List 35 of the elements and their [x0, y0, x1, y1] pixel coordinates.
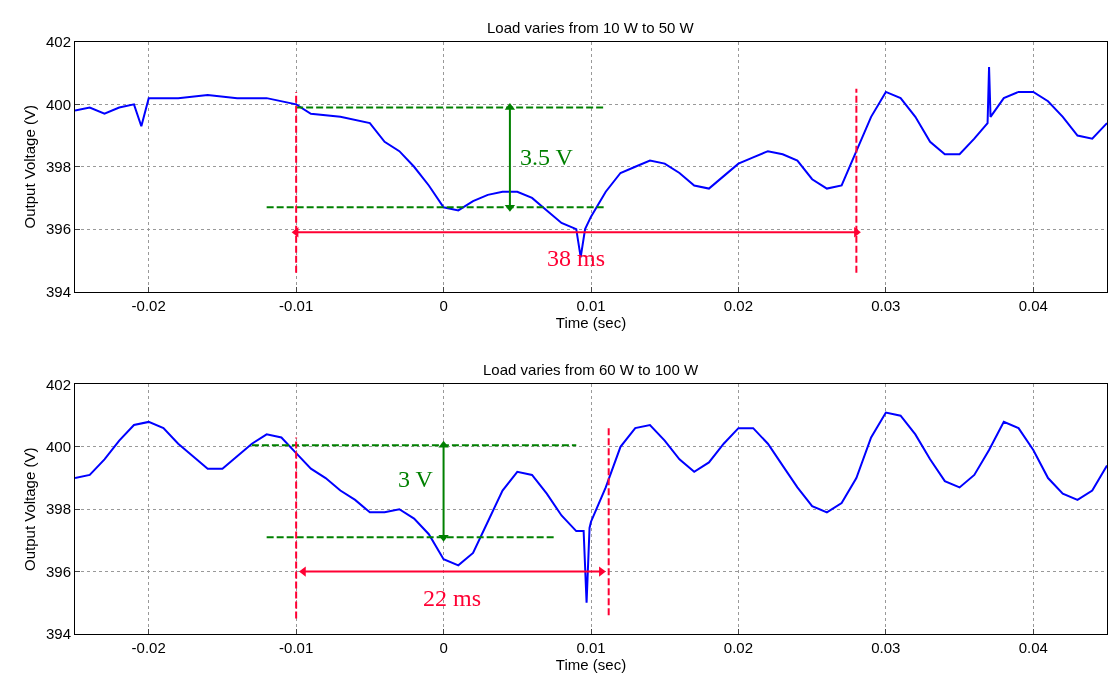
x-axis-title: Time (sec): [555, 656, 627, 673]
x-tick-label: -0.02: [131, 296, 166, 314]
annotation: 22 ms: [423, 585, 482, 611]
y-tick-label: 394: [45, 625, 71, 643]
y-tick-label: 402: [45, 33, 71, 51]
x-tick-label: 0.02: [723, 639, 754, 656]
y-tick-label: 398: [45, 158, 71, 176]
x-tick-label: 0.01: [576, 296, 606, 314]
x-axis-title: Time (sec): [555, 313, 627, 331]
x-tick-label: 0.04: [1018, 639, 1048, 656]
x-tick-label: 0.01: [576, 639, 606, 656]
x-tick-label: -0.01: [279, 296, 314, 314]
x-tick-label: 0.04: [1018, 296, 1048, 314]
x-tick-label: -0.02: [131, 639, 166, 656]
y-tick-label: 396: [45, 562, 71, 580]
y-tick-label: 394: [45, 282, 71, 300]
x-tick-label: -0.01: [279, 639, 314, 656]
y-tick-label: 398: [45, 500, 71, 518]
annotation: 38 ms: [547, 245, 606, 271]
y-tick-label: 400: [45, 95, 71, 113]
annotation: 3 V: [398, 466, 434, 492]
x-tick-label: 0.02: [723, 296, 754, 314]
x-tick-label: 0.03: [871, 296, 901, 314]
x-tick-label: 0: [439, 296, 448, 314]
line-series: [75, 411, 1107, 604]
annotation: 3.5 V: [520, 144, 574, 170]
chart-title: Load varies from 60 W to 100 W: [483, 361, 699, 378]
x-tick-label: 0.03: [871, 639, 901, 656]
y-axis-title: Output Voltage (V): [21, 447, 39, 571]
y-tick-label: 402: [45, 375, 71, 393]
y-tick-label: 396: [45, 220, 71, 238]
chart-title: Load varies from 10 W to 50 W: [487, 19, 695, 36]
y-tick-label: 400: [45, 438, 71, 456]
y-axis-title: Output Voltage (V): [21, 105, 39, 229]
x-tick-label: 0: [439, 639, 448, 656]
